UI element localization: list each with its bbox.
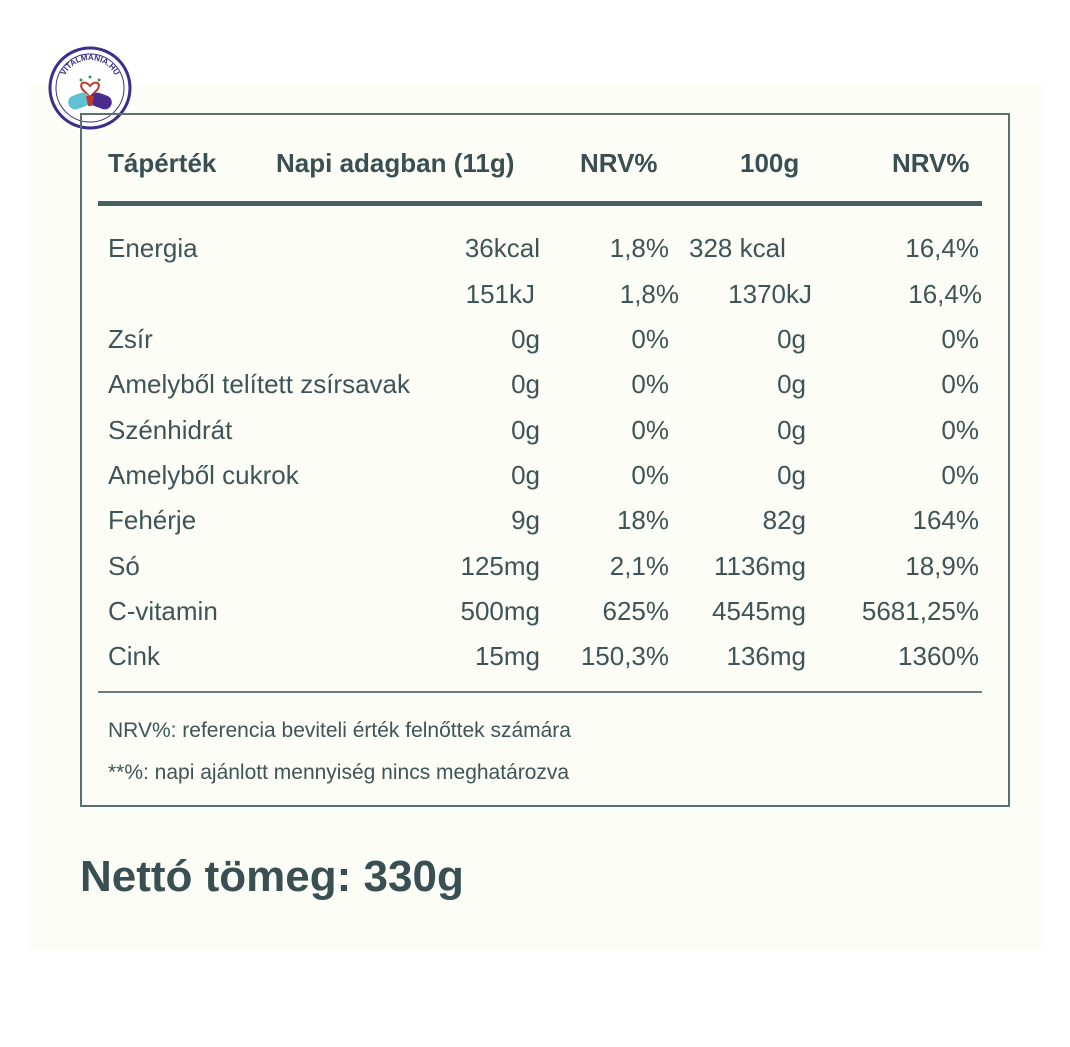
row-energia-kj-dose: 151kJ (465, 279, 535, 309)
header-daily-dose: Napi adagban (11g) (276, 148, 515, 178)
row-feherje-nrv: 18% (616, 505, 669, 535)
row-energia-100g: 328 kcal (689, 233, 786, 263)
row-zsir-nrv100: 0% (941, 324, 979, 354)
row-szenhidrat-nrv: 0% (631, 415, 669, 445)
row-telitett-dose: 0g (511, 369, 540, 399)
row-energia-kj-100g: 1370kJ (728, 279, 812, 309)
net-weight: Nettó tömeg: 330g (80, 852, 464, 901)
row-cvitamin-nrv: 625% (602, 596, 670, 626)
row-cukrok-nrv: 0% (631, 460, 669, 490)
row-feherje-nrv100: 164% (912, 505, 980, 535)
row-energia-name: Energia (108, 233, 198, 263)
row-feherje-dose: 9g (511, 505, 540, 535)
footer-divider (98, 691, 982, 693)
row-cukrok-name: Amelyből cukrok (108, 460, 299, 490)
vitalmania-logo: VITALMANIA.HU (48, 46, 132, 130)
row-cink-100g: 136mg (726, 641, 807, 671)
header-nrv-daily: NRV% (580, 148, 658, 178)
header-nrv-100g: NRV% (892, 148, 970, 178)
header-divider (98, 201, 982, 206)
row-cvitamin-dose: 500mg (460, 596, 541, 626)
row-cvitamin-100g: 4545mg (712, 596, 806, 626)
header-per-100g: 100g (740, 148, 800, 178)
row-so-nrv100: 18,9% (905, 551, 979, 581)
row-szenhidrat-dose: 0g (511, 415, 540, 445)
row-cukrok-dose: 0g (511, 460, 540, 490)
row-telitett-nrv: 0% (631, 369, 669, 399)
row-cink-name: Cink (108, 641, 161, 671)
row-feherje-name: Fehérje (108, 505, 197, 535)
header-nutrient: Tápérték (108, 148, 217, 178)
row-cink-nrv: 150,3% (580, 641, 669, 671)
row-so-100g: 1136mg (713, 551, 806, 581)
label-background (28, 84, 1042, 949)
row-so-nrv: 2,1% (609, 551, 669, 581)
row-energia-nrv100: 16,4% (905, 233, 979, 263)
row-zsir-100g: 0g (777, 324, 806, 354)
row-zsir-name: Zsír (108, 324, 153, 354)
asterisk-footnote: **%: napi ajánlott mennyiség nincs megha… (108, 761, 570, 784)
row-telitett-100g: 0g (777, 369, 806, 399)
row-so-name: Só (108, 551, 140, 581)
row-energia-dose: 36kcal (464, 233, 540, 263)
row-szenhidrat-100g: 0g (777, 415, 806, 445)
row-zsir-dose: 0g (511, 324, 540, 354)
row-cvitamin-name: C-vitamin (108, 596, 218, 626)
row-zsir-nrv: 0% (631, 324, 669, 354)
row-cink-dose: 15mg (474, 641, 540, 671)
row-cink-nrv100: 1360% (898, 641, 979, 671)
row-energia-kj-nrv100: 16,4% (908, 279, 982, 309)
row-cukrok-100g: 0g (777, 460, 806, 490)
row-energia-kj-nrv: 1,8% (619, 279, 679, 309)
nutrition-table-frame (80, 113, 1010, 807)
nrv-footnote: NRV%: referencia beviteli érték felnőtte… (108, 719, 571, 742)
row-telitett-nrv100: 0% (941, 369, 979, 399)
row-feherje-100g: 82g (762, 505, 806, 535)
row-telitett-name: Amelyből telített zsírsavak (108, 369, 410, 399)
row-cukrok-nrv100: 0% (941, 460, 979, 490)
row-cvitamin-nrv100: 5681,25% (861, 596, 979, 626)
row-energia-nrv: 1,8% (609, 233, 669, 263)
row-szenhidrat-nrv100: 0% (941, 415, 979, 445)
row-so-dose: 125mg (460, 551, 541, 581)
row-szenhidrat-name: Szénhidrát (108, 415, 233, 445)
